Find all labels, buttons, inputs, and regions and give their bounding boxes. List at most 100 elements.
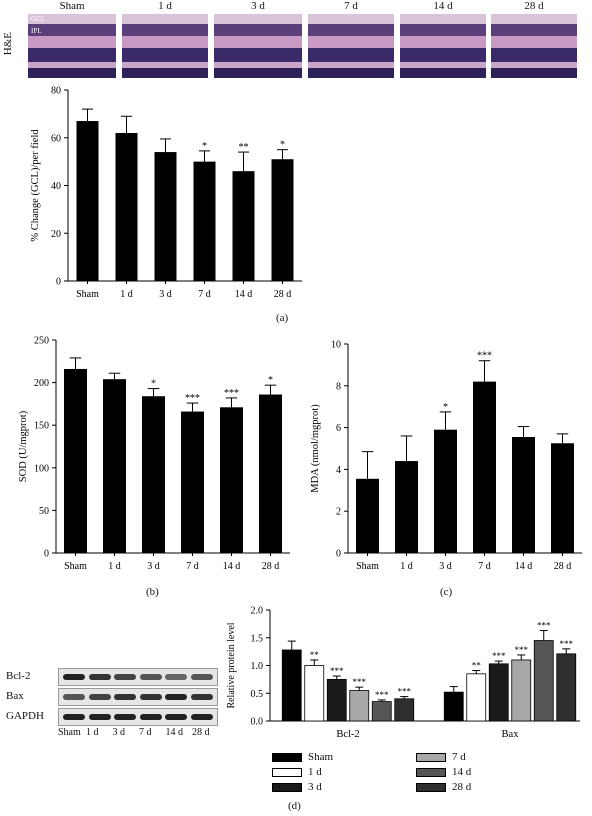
he-tissue-layer xyxy=(214,68,302,78)
he-tissue-layer xyxy=(122,48,208,62)
bar-sham xyxy=(64,368,87,553)
he-title-7-d: 7 d xyxy=(344,0,358,12)
he-tissue-layer xyxy=(214,62,302,68)
y-tick-label: 50 xyxy=(39,506,49,517)
significance-mark: * xyxy=(268,375,273,386)
wb-strip-bcl-2 xyxy=(58,668,218,686)
x-tick-label: 28 d xyxy=(274,289,292,300)
bar-1-d xyxy=(395,461,418,553)
he-tissue-layer xyxy=(400,48,486,62)
y-axis-label: SOD (U/mgprot) xyxy=(18,410,29,482)
bar-bax-1-d xyxy=(466,673,487,722)
legend-swatch xyxy=(272,752,302,762)
he-tissue-layer xyxy=(122,62,208,68)
legend-item-1-d: 1 d xyxy=(272,766,322,778)
significance-mark: * xyxy=(280,140,285,151)
bar-bcl-2-1-d xyxy=(304,665,325,722)
legend-label: 7 d xyxy=(452,751,466,763)
significance-mark: *** xyxy=(330,666,344,676)
he-tissue-layer xyxy=(122,36,208,48)
bar-14-d xyxy=(232,171,255,281)
bar-28-d xyxy=(551,443,574,553)
x-tick-label: 7 d xyxy=(478,561,491,572)
bar-bcl-2-14-d xyxy=(371,701,392,722)
legend-item-3-d: 3 d xyxy=(272,781,322,793)
legend-label: Sham xyxy=(308,751,334,763)
he-title-28-d: 28 d xyxy=(524,0,544,12)
wb-band xyxy=(114,694,136,700)
significance-mark: *** xyxy=(515,645,529,655)
he-tissue-layer xyxy=(214,48,302,62)
he-tissue-layer xyxy=(400,14,486,24)
he-tissue-layer xyxy=(308,24,394,36)
he-layer-label-gcl: GCL xyxy=(31,15,45,23)
x-tick-label: Sham xyxy=(64,561,87,572)
he-tissue-layer xyxy=(308,68,394,78)
y-tick-label: 4 xyxy=(336,465,341,476)
x-tick-label: 28 d xyxy=(262,561,280,572)
significance-mark: * xyxy=(202,141,207,152)
he-image-sham xyxy=(28,14,116,78)
x-tick-label: Bcl-2 xyxy=(336,729,359,740)
he-tissue-layer xyxy=(491,36,577,48)
x-tick-label: 3 d xyxy=(159,289,172,300)
he-title-14-d: 14 d xyxy=(433,0,453,12)
y-tick-label: 60 xyxy=(51,133,61,144)
wb-band xyxy=(114,674,136,680)
y-tick-label: 8 xyxy=(336,381,341,392)
bar-3-d xyxy=(142,396,165,553)
y-tick-label: 0 xyxy=(44,549,49,560)
bar-sham xyxy=(356,478,379,553)
wb-label-gapdh: GAPDH xyxy=(6,710,44,722)
y-tick-label: 6 xyxy=(336,423,341,434)
y-tick-label: 2.0 xyxy=(251,606,264,617)
bar-bax-sham xyxy=(443,691,464,722)
y-tick-label: 0.0 xyxy=(251,717,264,728)
he-tissue-layer xyxy=(308,14,394,24)
bar-28-d xyxy=(271,159,294,281)
significance-mark: ** xyxy=(472,660,482,670)
y-tick-label: 0.5 xyxy=(251,689,264,700)
wb-label-bax: Bax xyxy=(6,690,24,702)
wb-lane-label: 1 d xyxy=(86,727,99,738)
y-tick-label: 150 xyxy=(34,421,49,432)
he-tissue-layer xyxy=(122,68,208,78)
wb-band xyxy=(165,694,187,700)
y-axis-label: % Change (GCL)/per field xyxy=(30,129,41,242)
significance-mark: *** xyxy=(353,677,367,687)
caption-b: (b) xyxy=(146,586,159,598)
bar-28-d xyxy=(259,394,282,553)
x-tick-label: 1 d xyxy=(120,289,133,300)
significance-mark: * xyxy=(151,379,156,390)
bar-bcl-2-7-d xyxy=(349,690,370,722)
bar-7-d xyxy=(193,161,216,281)
legend-swatch xyxy=(416,752,446,762)
he-tissue-layer xyxy=(308,36,394,48)
he-tissue-layer xyxy=(214,24,302,36)
wb-band xyxy=(139,674,162,680)
x-tick-label: Bax xyxy=(502,729,520,740)
wb-band xyxy=(190,694,213,700)
he-image-3-d xyxy=(214,14,302,78)
x-tick-label: Sham xyxy=(356,561,379,572)
he-tissue-layer xyxy=(214,36,302,48)
he-tissue-layer xyxy=(308,62,394,68)
x-tick-label: 14 d xyxy=(223,561,241,572)
he-tissue-layer xyxy=(491,68,577,78)
wb-band xyxy=(88,674,111,680)
significance-mark: *** xyxy=(185,393,200,404)
legend-label: 14 d xyxy=(452,766,472,778)
he-tissue-layer xyxy=(122,14,208,24)
legend-item-7-d: 7 d xyxy=(416,751,466,763)
he-title-sham: Sham xyxy=(59,0,85,12)
wb-lane-label: 3 d xyxy=(112,727,126,738)
he-tissue-layer xyxy=(28,24,116,36)
he-image-7-d xyxy=(308,14,394,78)
wb-band xyxy=(190,714,213,720)
he-tissue-layer xyxy=(491,14,577,24)
bar-14-d xyxy=(220,407,243,553)
wb-label-bcl-2: Bcl-2 xyxy=(6,670,31,682)
he-tissue-layer xyxy=(214,14,302,24)
wb-band xyxy=(165,714,187,720)
